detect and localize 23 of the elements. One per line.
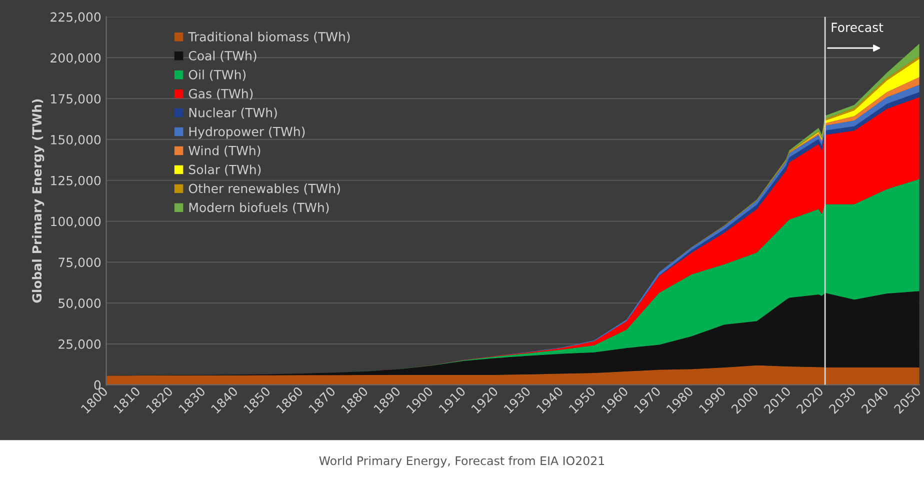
legend-label: Modern biofuels (TWh) [189, 202, 329, 214]
y-tick-label: 25,000 [58, 339, 101, 350]
y-tick-label: 50,000 [58, 298, 101, 310]
legend-label: Wind (TWh) [188, 146, 260, 157]
y-tick-label: 100,000 [51, 216, 101, 228]
y-tick-label: 125,000 [51, 176, 101, 187]
y-tick-label: 200,000 [50, 53, 101, 64]
ref-line-label: Forecast [832, 22, 884, 32]
legend-label: Traditional biomass (TWh) [188, 32, 350, 43]
y-tick-label: 75,000 [58, 258, 101, 268]
y-tick-label: 225,000 [50, 12, 101, 24]
legend-label: Oil (TWh) [188, 70, 246, 81]
y-axis-title: Global Primary Energy (TWh) [32, 99, 44, 303]
legend-label: Coal (TWh) [188, 50, 256, 62]
y-tick-label: 175,000 [51, 94, 101, 105]
legend-label: Gas (TWh) [188, 88, 253, 100]
legend-label: Hydropower (TWh) [189, 126, 305, 139]
y-tick-label: 150,000 [51, 134, 101, 146]
y-tick-label: 0 [94, 380, 101, 390]
legend-label: Solar (TWh) [189, 164, 261, 176]
legend-label: Other renewables (TWh) [188, 184, 340, 195]
legend-label: Nuclear (TWh) [189, 108, 277, 119]
text: World Primary Energy, Forecast from EIA IO2021 [319, 456, 604, 468]
